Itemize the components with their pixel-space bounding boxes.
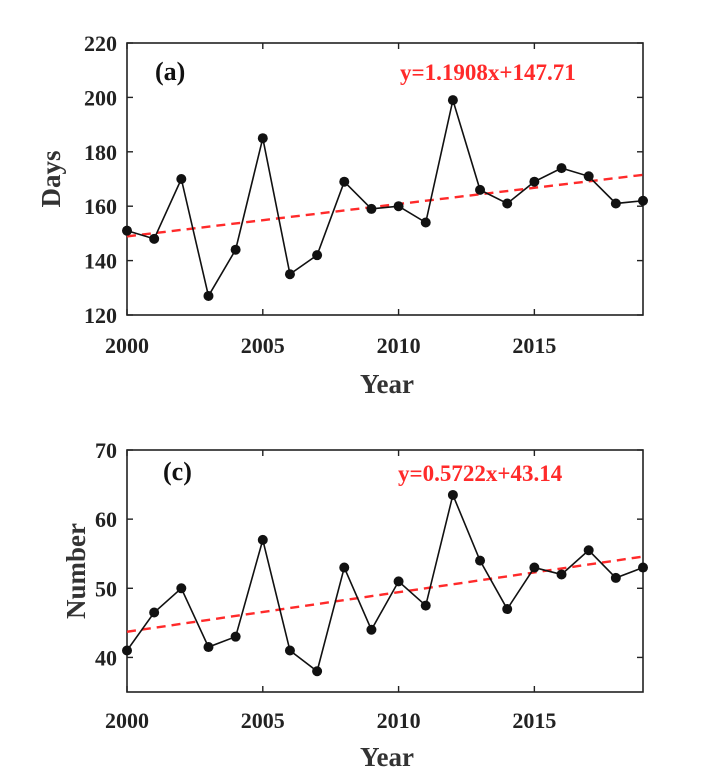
data-point	[502, 604, 513, 615]
x-tick-label: 2000	[105, 708, 149, 733]
y-axis-label: Days	[36, 150, 66, 207]
data-point	[176, 174, 187, 184]
y-tick-label: 180	[84, 140, 117, 165]
trend-line	[126, 173, 644, 238]
data-point	[122, 645, 132, 656]
data-point	[366, 203, 377, 214]
data-point	[583, 545, 594, 556]
data-point	[230, 631, 241, 642]
series-line	[126, 96, 644, 299]
data-point	[638, 562, 648, 573]
data-point	[149, 607, 160, 618]
data-point	[447, 95, 458, 106]
y-tick-label: 220	[84, 31, 117, 56]
panel-label: (c)	[163, 457, 192, 486]
data-point	[393, 201, 404, 212]
x-tick-label: 2005	[241, 333, 285, 358]
y-tick-label: 40	[95, 645, 117, 670]
data-point	[638, 195, 648, 206]
data-point	[475, 184, 486, 195]
x-tick-label: 2005	[241, 708, 285, 733]
data-point	[122, 225, 132, 236]
x-tick-label: 2010	[377, 333, 421, 358]
y-tick-label: 120	[84, 303, 117, 328]
data-point	[475, 555, 486, 566]
data-point	[203, 642, 214, 653]
data-point	[447, 489, 458, 500]
data-point	[203, 290, 214, 301]
plot-frame	[126, 42, 644, 316]
chart-panel-1: 120 140 160 180 200 220 2000 2005 2010 2015 Year Da…	[36, 31, 648, 399]
x-tick-label: 2000	[105, 333, 149, 358]
data-point	[366, 624, 377, 635]
data-point	[610, 198, 621, 209]
data-point	[420, 600, 431, 611]
y-tick-label: 200	[84, 85, 117, 110]
data-point	[502, 198, 513, 209]
y-tick-label: 60	[95, 507, 117, 532]
data-point	[312, 666, 323, 677]
x-tick-label: 2015	[512, 708, 556, 733]
x-axis-label: Year	[360, 369, 414, 399]
trend-equation: y=0.5722x+43.14	[398, 461, 563, 486]
data-point	[230, 244, 241, 255]
data-point	[420, 217, 431, 228]
data-point	[176, 583, 187, 594]
data-point	[339, 176, 350, 187]
x-tick-label: 2015	[512, 333, 556, 358]
data-point	[393, 576, 404, 587]
panel-label: (a)	[155, 57, 185, 86]
y-tick-label: 160	[84, 194, 117, 219]
data-point	[583, 171, 594, 182]
data-point	[556, 163, 567, 174]
data-point	[284, 269, 295, 280]
data-point	[149, 233, 160, 244]
y-axis-label: Number	[61, 523, 91, 619]
data-point	[339, 562, 350, 573]
y-tick-label: 140	[84, 249, 117, 274]
data-point	[257, 133, 268, 144]
x-tick-label: 2010	[377, 708, 421, 733]
data-point	[610, 572, 621, 583]
data-point	[556, 569, 567, 580]
chart-panel-2: 40 50 60 70 2000 2005 2010 2015 Year Number (c) y=0…	[61, 438, 648, 772]
data-point	[529, 176, 540, 187]
data-point	[257, 534, 268, 545]
y-tick-label: 70	[95, 438, 117, 463]
data-point	[284, 645, 295, 656]
data-point	[312, 250, 323, 261]
trend-equation: y=1.1908x+147.71	[400, 60, 576, 85]
data-point	[529, 562, 540, 573]
x-axis-label: Year	[360, 742, 414, 772]
trend-line	[126, 555, 644, 633]
y-tick-label: 50	[95, 576, 117, 601]
